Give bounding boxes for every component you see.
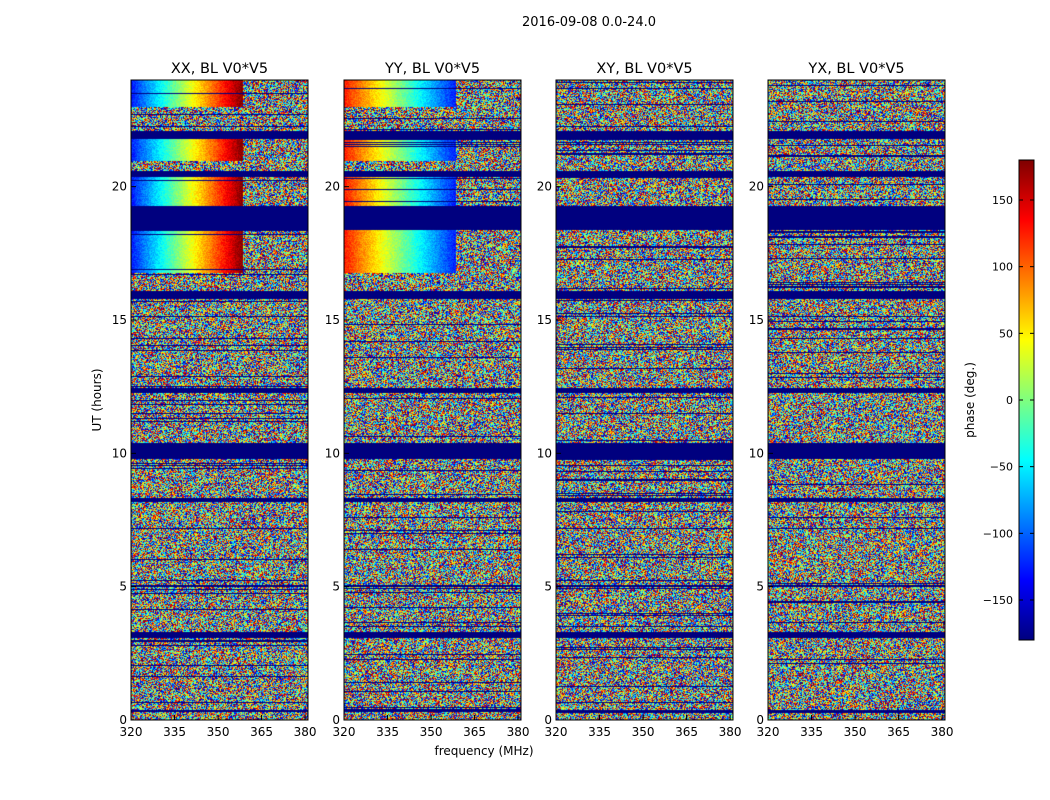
x-tick-label: 350 xyxy=(207,725,230,739)
x-tick-label: 365 xyxy=(250,725,273,739)
y-tick-label: 20 xyxy=(112,180,127,194)
x-tick-label: 320 xyxy=(120,725,143,739)
heatmap-canvas xyxy=(131,80,308,720)
y-tick-label: 15 xyxy=(112,313,127,327)
panel-title: XY, BL V0*V5 xyxy=(596,61,692,77)
x-tick-label: 350 xyxy=(420,725,443,739)
y-tick-label: 0 xyxy=(544,713,552,727)
x-tick-label: 365 xyxy=(675,725,698,739)
x-tick-label: 350 xyxy=(632,725,655,739)
colorbar-tick-label: −150 xyxy=(983,594,1013,607)
colorbar-tick-label: 100 xyxy=(992,261,1013,274)
panel-frame xyxy=(555,79,734,721)
x-tick-label: 380 xyxy=(294,725,317,739)
x-tick-label: 365 xyxy=(887,725,910,739)
heatmap-xy xyxy=(556,80,733,720)
panel-yy: YY, BL V0*V5 320 335 350 365 380 0 5 10 15 20 xyxy=(325,61,530,739)
heatmap-canvas xyxy=(344,80,521,720)
y-tick-label: 10 xyxy=(325,446,340,460)
heatmap-xx xyxy=(131,80,308,720)
panel-xx: XX, BL V0*V5 320 335 350 365 380 0 5 10 15 20 xyxy=(112,61,317,739)
x-tick-label: 335 xyxy=(588,725,611,739)
panel-yx: YX, BL V0*V5 320 335 350 365 380 0 5 10 15 20 xyxy=(749,61,954,739)
heatmap-yy xyxy=(344,80,521,720)
x-tick-label: 320 xyxy=(545,725,568,739)
y-tick-label: 15 xyxy=(537,313,552,327)
x-tick-label: 380 xyxy=(931,725,954,739)
x-tick-label: 380 xyxy=(507,725,530,739)
y-axis-label: UT (hours) xyxy=(90,368,104,431)
panel-title: YY, BL V0*V5 xyxy=(384,61,480,77)
y-tick-label: 15 xyxy=(749,313,764,327)
panel-frame xyxy=(767,79,946,721)
colorbar-tick-label: 0 xyxy=(1006,394,1013,407)
x-tick-label: 350 xyxy=(844,725,867,739)
y-tick-label: 10 xyxy=(749,446,764,460)
x-tick-label: 380 xyxy=(719,725,742,739)
y-tick-label: 5 xyxy=(332,580,340,594)
colorbar-tick-label: −100 xyxy=(983,527,1013,540)
colorbar: 150 100 50 0 −50 −100 −150 phase (deg.) xyxy=(963,159,1035,641)
y-tick-label: 15 xyxy=(325,313,340,327)
y-tick-label: 10 xyxy=(112,446,127,460)
panel-xy: XY, BL V0*V5 320 335 350 365 380 0 5 10 15 20 xyxy=(537,61,742,739)
heatmap-yx xyxy=(768,80,945,720)
y-tick-label: 10 xyxy=(537,446,552,460)
x-tick-label: 320 xyxy=(757,725,780,739)
x-tick-label: 365 xyxy=(463,725,486,739)
panel-title: YX, BL V0*V5 xyxy=(807,61,904,77)
panel-title: XX, BL V0*V5 xyxy=(171,61,268,77)
colorbar-label: phase (deg.) xyxy=(963,362,977,438)
x-tick-label: 335 xyxy=(376,725,399,739)
colorbar-tick-label: −50 xyxy=(990,461,1013,474)
colorbar-tick-label: 50 xyxy=(999,327,1013,340)
figure-suptitle: 2016-09-08 0.0-24.0 xyxy=(522,15,656,30)
x-tick-label: 335 xyxy=(163,725,186,739)
panel-frame xyxy=(343,79,522,721)
panel-frame xyxy=(130,79,309,721)
y-tick-label: 20 xyxy=(325,180,340,194)
y-tick-label: 5 xyxy=(119,580,127,594)
heatmap-canvas xyxy=(556,80,733,720)
y-tick-label: 20 xyxy=(749,180,764,194)
x-tick-label: 335 xyxy=(800,725,823,739)
x-axis-label: frequency (MHz) xyxy=(434,744,533,758)
heatmap-canvas xyxy=(768,80,945,720)
colorbar-tick-label: 150 xyxy=(992,194,1013,207)
y-tick-label: 20 xyxy=(537,180,552,194)
y-tick-label: 5 xyxy=(544,580,552,594)
y-tick-label: 0 xyxy=(332,713,340,727)
y-tick-label: 0 xyxy=(119,713,127,727)
y-tick-label: 0 xyxy=(756,713,764,727)
x-tick-label: 320 xyxy=(333,725,356,739)
y-tick-label: 5 xyxy=(756,580,764,594)
